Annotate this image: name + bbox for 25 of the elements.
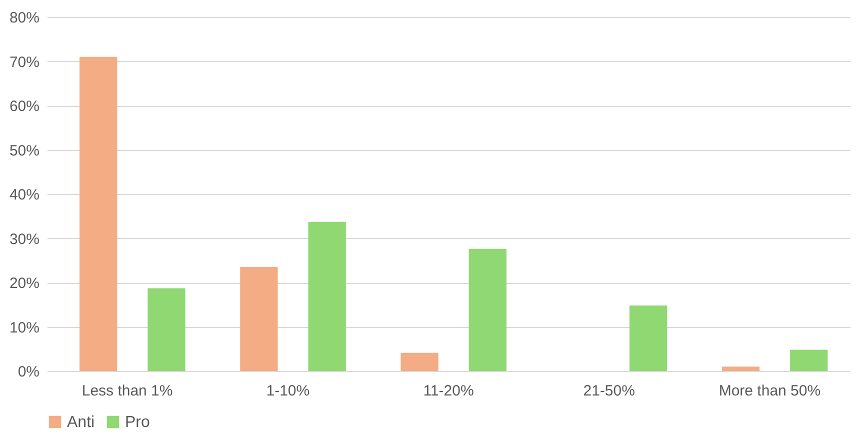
bar (790, 350, 828, 371)
y-tick-label: 0% (18, 364, 40, 380)
y-tick-label: 20% (9, 275, 40, 292)
x-tick-label: Less than 1% (82, 382, 173, 400)
bar (722, 366, 760, 371)
bar (80, 56, 118, 371)
bar (148, 288, 186, 371)
x-tick-label: More than 50% (718, 382, 821, 400)
y-tick-label: 40% (9, 186, 40, 204)
y-tick-label: 80% (9, 10, 40, 26)
x-tick-label: 1-10% (266, 382, 310, 400)
x-tick-label: 21-50% (583, 382, 635, 400)
bar (629, 306, 668, 371)
x-tick-label: 11-20% (423, 382, 474, 400)
y-tick-label: 70% (9, 54, 40, 71)
y-tick-label: 50% (9, 142, 40, 160)
y-tick-label: 60% (9, 98, 40, 115)
bar (400, 352, 438, 371)
bar (468, 248, 506, 371)
legend-label: Anti (67, 414, 95, 431)
y-tick-label: 10% (9, 319, 40, 336)
y-tick-label: 30% (9, 230, 40, 248)
bar (308, 222, 346, 371)
bar (240, 267, 278, 371)
legend-label: Pro (125, 414, 150, 431)
